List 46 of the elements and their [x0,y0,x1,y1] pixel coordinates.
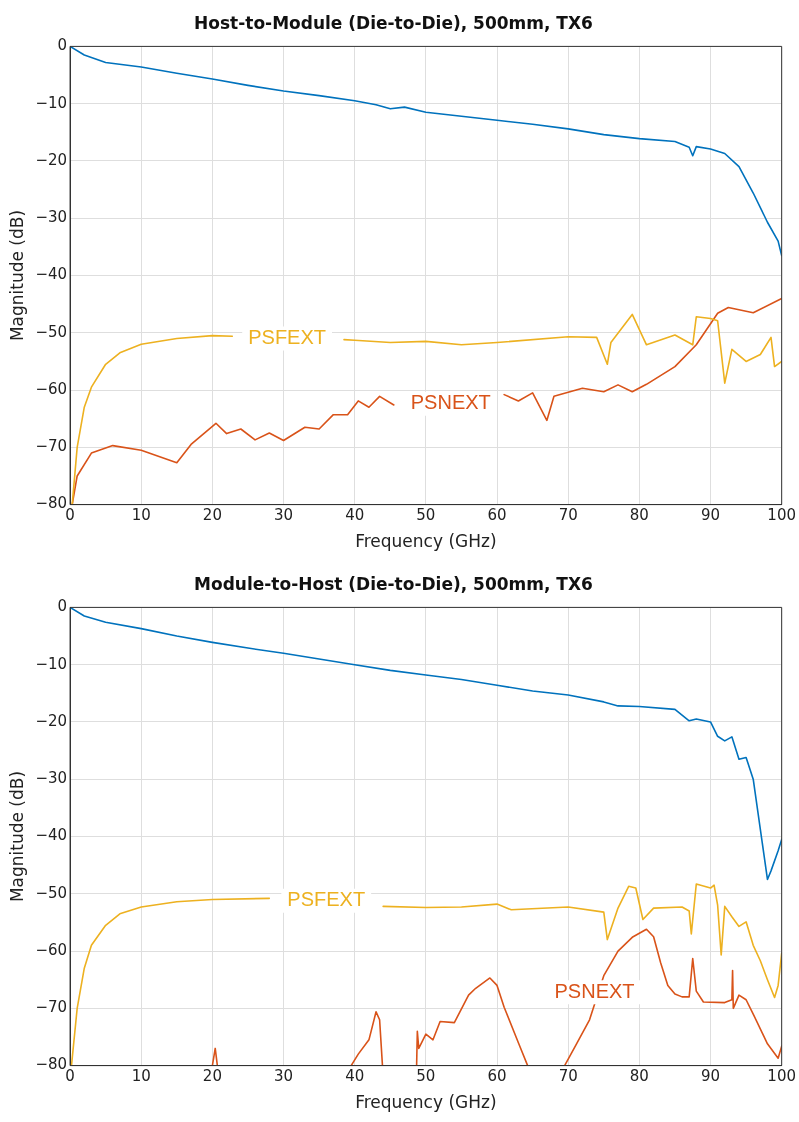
y-tick-label: −40 [35,265,68,284]
x-tick-label: 70 [558,1067,578,1086]
x-tick-label: 50 [416,1067,436,1086]
x-tick-label: 20 [202,1067,222,1086]
x-tick-label: 90 [700,506,721,525]
x-tick-label: 20 [202,506,222,525]
x-tick-label: 40 [345,1067,365,1086]
y-tick-label: 0 [57,597,68,616]
x-tick-label: 80 [629,1067,649,1086]
x-tick-label: 10 [131,506,151,525]
x-tick-label: 40 [345,506,365,525]
chart-title: Host-to-Module (Die-to-Die), 500mm, TX6 [194,12,593,33]
x-tick-label: 100 [767,506,797,525]
y-tick-label: −50 [35,322,68,341]
x-tick-label: 10 [131,1067,151,1086]
y-tick-label: −20 [35,150,68,169]
y-tick-label: −10 [35,93,68,112]
series-label: PSFEXT [248,326,326,349]
y-tick-label: 0 [57,36,68,55]
y-tick-label: −20 [35,711,68,730]
x-tick-label: 30 [274,1067,294,1086]
y-tick-label: −30 [35,769,68,788]
y-tick-label: −70 [35,437,68,456]
x-tick-label: 90 [700,1067,721,1086]
series-label: PSNEXT [410,391,491,414]
y-axis-title: Magnitude (dB) [6,770,27,903]
x-tick-label: 70 [558,506,578,525]
y-tick-label: −50 [35,883,68,902]
series-label: PSFEXT [287,888,366,911]
chart-title: Module-to-Host (Die-to-Die), 500mm, TX6 [194,573,593,594]
x-tick-label: 60 [487,1067,507,1086]
y-tick-label: −60 [35,940,68,959]
y-tick-label: −40 [35,826,68,845]
y-tick-label: −70 [35,998,68,1017]
y-tick-label: −60 [35,379,68,398]
series-label: PSNEXT [554,979,635,1002]
y-axis-title: Magnitude (dB) [6,209,27,342]
y-tick-label: −10 [35,654,68,673]
x-tick-label: 60 [487,506,507,525]
x-tick-label: 50 [416,506,436,525]
x-tick-label: 80 [629,506,649,525]
x-axis-title: Frequency (GHz) [355,531,497,552]
x-tick-label: 100 [767,1067,797,1086]
x-tick-label: 30 [274,506,294,525]
y-tick-label: −30 [35,208,68,227]
x-axis-title: Frequency (GHz) [355,1092,497,1113]
